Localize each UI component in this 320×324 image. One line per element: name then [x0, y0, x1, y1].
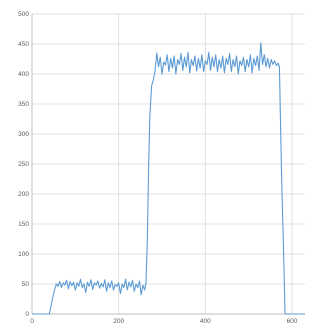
y-tick-label: 350	[18, 101, 29, 108]
series-layer	[32, 42, 305, 315]
y-tick-label: 250	[18, 161, 29, 168]
y-tick-label: 300	[18, 131, 29, 138]
x-tick-label: 200	[113, 318, 124, 324]
y-tick-label: 500	[18, 11, 29, 18]
y-tick-label: 150	[18, 221, 29, 228]
series-line-1	[32, 42, 305, 315]
tick-labels: 0 50 100 150 200 250 300 350 400 450 500 0 200 400 600	[18, 11, 298, 324]
y-tick-label: 400	[18, 71, 29, 78]
y-tick-label: 450	[18, 41, 29, 48]
y-tick-label: 200	[18, 191, 29, 198]
x-tick-label: 0	[30, 318, 34, 324]
y-tick-label: 100	[18, 251, 29, 258]
x-tick-label: 600	[287, 318, 298, 324]
x-tick-label: 400	[200, 318, 211, 324]
axes	[31, 14, 305, 315]
y-tick-label: 0	[25, 311, 29, 318]
y-tick-label: 50	[22, 281, 30, 288]
